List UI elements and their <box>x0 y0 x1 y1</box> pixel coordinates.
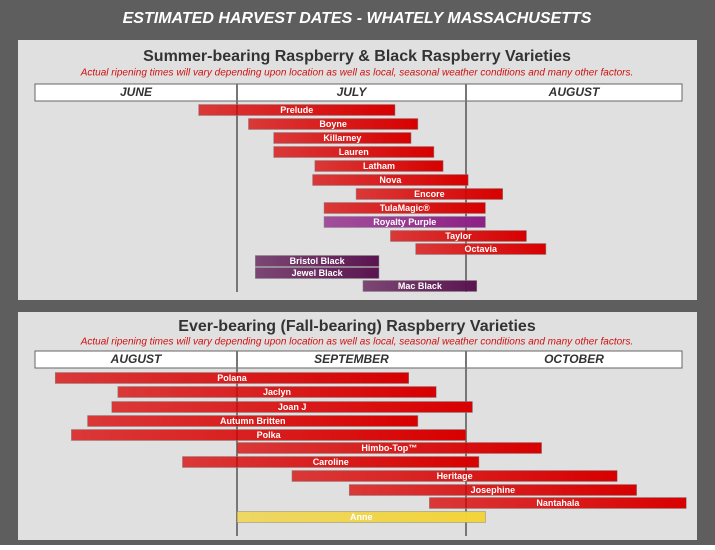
variety-label: Mac Black <box>398 281 443 291</box>
variety-label: Boyne <box>319 119 347 129</box>
variety-label: Polka <box>257 430 282 440</box>
month-label: SEPTEMBER <box>314 352 389 366</box>
month-header <box>34 350 683 369</box>
variety-label: Bristol Black <box>290 256 346 266</box>
harvest-bar <box>291 470 618 482</box>
harvest-bar <box>111 401 473 413</box>
harvest-bar <box>54 372 409 384</box>
variety-label: Polana <box>217 373 248 383</box>
variety-label: Heritage <box>437 471 473 481</box>
harvest-bar <box>198 104 396 116</box>
variety-label: Killarney <box>323 133 361 143</box>
harvest-bar <box>355 188 503 200</box>
harvest-bar <box>362 280 478 292</box>
harvest-bar <box>117 386 437 398</box>
harvest-bar <box>248 118 419 130</box>
variety-label: Latham <box>363 161 395 171</box>
month-label: AUGUST <box>110 352 163 366</box>
month-label: JUNE <box>120 85 153 99</box>
harvest-bar <box>255 267 380 279</box>
harvest-bar <box>323 202 486 214</box>
variety-label: Caroline <box>313 457 349 467</box>
variety-label: Prelude <box>280 105 313 115</box>
month-label: OCTOBER <box>544 352 604 366</box>
harvest-bar <box>348 484 637 496</box>
month-label: AUGUST <box>548 85 601 99</box>
harvest-bar <box>87 415 419 427</box>
variety-label: Royalty Purple <box>373 217 436 227</box>
note: Actual ripening times will vary dependin… <box>80 68 634 79</box>
variety-label: Nova <box>379 175 402 185</box>
harvest-bar <box>255 255 380 267</box>
variety-label: Octavia <box>465 244 499 254</box>
page-title: ESTIMATED HARVEST DATES - WHATELY MASSAC… <box>123 10 592 27</box>
variety-label: Encore <box>414 189 445 199</box>
variety-label: TulaMagic® <box>380 203 430 213</box>
month-label: JULY <box>337 85 368 99</box>
variety-label: Lauren <box>339 147 369 157</box>
variety-label: Josephine <box>471 485 516 495</box>
variety-label: Jewel Black <box>292 268 344 278</box>
harvest-bar <box>429 497 687 509</box>
harvest-bar <box>314 160 444 172</box>
variety-label: Taylor <box>445 231 472 241</box>
harvest-bar <box>415 243 547 255</box>
harvest-bar <box>273 132 412 144</box>
harvest-bar <box>71 429 467 441</box>
harvest-bar <box>323 216 486 228</box>
variety-label: Joan J <box>278 402 307 412</box>
variety-label: Jaclyn <box>263 387 291 397</box>
variety-label: Himbo-Top™ <box>361 443 417 453</box>
variety-label: Nantahala <box>536 498 580 508</box>
panel-title: Ever-bearing (Fall-bearing) Raspberry Va… <box>178 318 536 335</box>
harvest-bar <box>273 146 435 158</box>
harvest-bar <box>236 511 486 523</box>
harvest-bar <box>236 442 542 454</box>
month-header <box>34 83 683 102</box>
note: Actual ripening times will vary dependin… <box>80 337 634 348</box>
variety-label: Autumn Britten <box>220 416 286 426</box>
harvest-bar <box>312 174 469 186</box>
panel-title: Summer-bearing Raspberry & Black Raspber… <box>143 48 571 65</box>
harvest-bar <box>182 456 480 468</box>
variety-label: Anne <box>350 512 373 522</box>
harvest-bar <box>390 230 527 242</box>
